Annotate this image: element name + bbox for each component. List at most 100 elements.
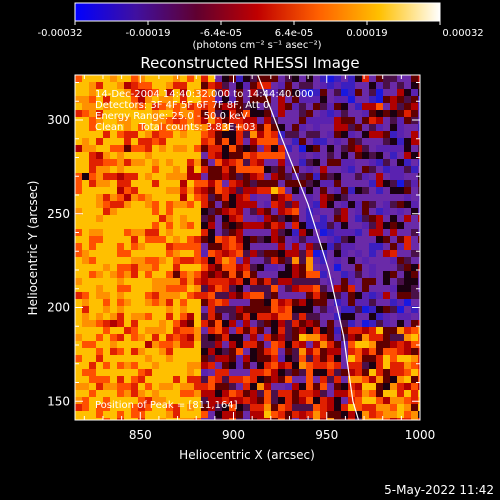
heatmap-cell [257, 89, 265, 97]
heatmap-cell [222, 159, 230, 167]
heatmap-cell [348, 341, 356, 349]
heatmap-cell [75, 404, 83, 412]
plot-frame [74, 74, 421, 421]
heatmap-cell [89, 138, 97, 146]
heatmap-cell [229, 131, 237, 139]
heatmap-cell [369, 278, 377, 286]
heatmap-cell [187, 292, 195, 300]
heatmap-cell [103, 124, 111, 132]
heatmap-cell [166, 124, 174, 132]
heatmap-cell [306, 411, 314, 419]
heatmap-cell [229, 376, 237, 384]
heatmap-cell [166, 152, 174, 160]
heatmap-cell [397, 299, 405, 307]
heatmap-cell [334, 390, 342, 398]
heatmap-cell [271, 236, 279, 244]
heatmap-cell [236, 152, 244, 160]
heatmap-cell [306, 278, 314, 286]
heatmap-cell [201, 313, 209, 321]
heatmap-cell [257, 285, 265, 293]
heatmap-cell [292, 215, 300, 223]
heatmap-cell [306, 166, 314, 174]
heatmap-cell [320, 124, 328, 132]
heatmap-cell [124, 75, 132, 83]
heatmap-cell [201, 229, 209, 237]
heatmap-cell [194, 306, 202, 314]
heatmap-cell [383, 173, 391, 181]
heatmap-cell [264, 418, 272, 420]
heatmap-cell [348, 187, 356, 195]
heatmap-cell [117, 131, 125, 139]
heatmap-cell [348, 208, 356, 216]
heatmap-cell [166, 390, 174, 398]
heatmap-cell [215, 236, 223, 244]
heatmap-cell [145, 369, 153, 377]
heatmap-cell [201, 222, 209, 230]
heatmap-cell [194, 257, 202, 265]
heatmap-cell [278, 278, 286, 286]
heatmap-cell [292, 194, 300, 202]
heatmap-cell [278, 138, 286, 146]
heatmap-cell [194, 222, 202, 230]
heatmap-cell [355, 131, 363, 139]
heatmap-cell [390, 201, 398, 209]
heatmap-cell [271, 82, 279, 90]
heatmap-cell [327, 236, 335, 244]
heatmap-cell [215, 201, 223, 209]
heatmap-cell [131, 152, 139, 160]
heatmap-cell [299, 299, 307, 307]
heatmap-cell [131, 292, 139, 300]
heatmap-cell [208, 320, 216, 328]
heatmap-cell [180, 236, 188, 244]
heatmap-cell [411, 362, 419, 370]
heatmap-cell [334, 124, 342, 132]
heatmap-cell [250, 152, 258, 160]
heatmap-cell [341, 348, 349, 356]
heatmap-cell [145, 138, 153, 146]
heatmap-cell [334, 194, 342, 202]
colorbar-tick-4: 0.00019 [346, 28, 387, 39]
heatmap-cell [390, 369, 398, 377]
colorbar [74, 2, 441, 22]
heatmap-cell [362, 327, 370, 335]
heatmap-cell [215, 250, 223, 258]
heatmap-cell [208, 103, 216, 111]
heatmap-cell [89, 243, 97, 251]
heatmap-cell [369, 96, 377, 104]
heatmap-cell [411, 292, 419, 300]
heatmap-cell [89, 278, 97, 286]
heatmap-cell [257, 376, 265, 384]
heatmap-cell [306, 173, 314, 181]
heatmap-cell [187, 383, 195, 391]
heatmap-cell [138, 292, 146, 300]
heatmap-cell [173, 117, 181, 125]
heatmap-cell [306, 299, 314, 307]
heatmap-cell [264, 208, 272, 216]
heatmap-cell [250, 194, 258, 202]
heatmap-cell [89, 117, 97, 125]
heatmap-cell [299, 208, 307, 216]
heatmap-cell [299, 124, 307, 132]
heatmap-cell [117, 159, 125, 167]
heatmap-cell [278, 152, 286, 160]
heatmap-cell [75, 236, 83, 244]
heatmap-cell [187, 362, 195, 370]
heatmap-cell [124, 166, 132, 174]
heatmap-cell [229, 404, 237, 412]
heatmap-cell [215, 292, 223, 300]
heatmap-cell [229, 250, 237, 258]
heatmap-cell [173, 299, 181, 307]
heatmap-cell [180, 313, 188, 321]
heatmap-cell [404, 348, 412, 356]
heatmap-cell [278, 313, 286, 321]
heatmap-cell [257, 103, 265, 111]
heatmap-cell [383, 208, 391, 216]
heatmap-cell [208, 285, 216, 293]
heatmap-cell [411, 334, 419, 342]
heatmap-cell [145, 159, 153, 167]
heatmap-cell [390, 180, 398, 188]
heatmap-cell [138, 103, 146, 111]
heatmap-cell [75, 215, 83, 223]
heatmap-cell [187, 180, 195, 188]
heatmap-cell [103, 243, 111, 251]
